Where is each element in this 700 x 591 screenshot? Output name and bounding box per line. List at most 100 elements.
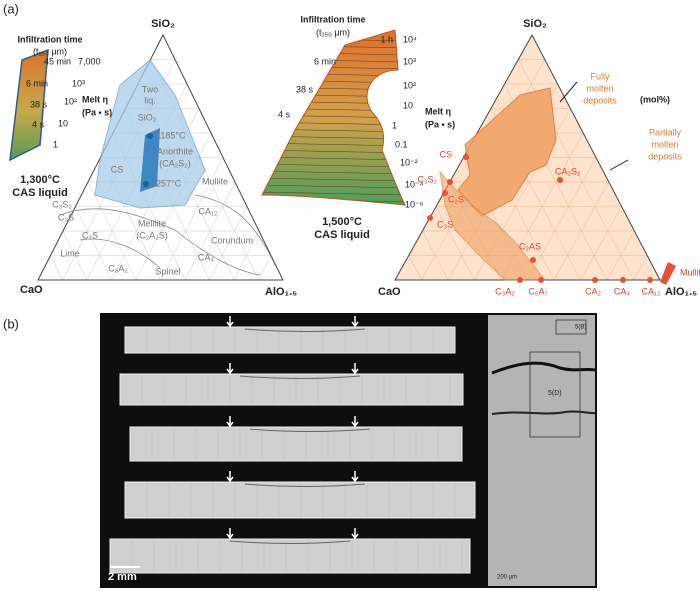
phase-label: Spinel xyxy=(155,266,180,276)
viscosity-label: 10⁻² xyxy=(400,157,418,167)
ternary-grid-line xyxy=(580,206,622,281)
phase-point xyxy=(442,190,448,196)
phase-label: C₂AS xyxy=(519,241,541,251)
arrow xyxy=(351,471,359,483)
annotation: Fully xyxy=(590,71,610,81)
eutectic-point xyxy=(147,133,153,139)
ternary-grid-line xyxy=(422,230,449,281)
phase-label: Anorthite xyxy=(157,146,193,156)
ternary-grid-line xyxy=(258,255,272,281)
inset-title: Infiltration time xyxy=(18,34,83,44)
scale-label: 2 mm xyxy=(108,571,137,583)
liquid-label: CAS liquid xyxy=(314,229,370,241)
damage xyxy=(239,375,361,379)
viscosity-label: 10³ xyxy=(72,78,85,88)
viscosity-unit: (Pa • s) xyxy=(82,107,112,117)
phase-label: (C₂A₂S) xyxy=(136,230,168,240)
viscosity-wedge xyxy=(9,48,49,162)
damage xyxy=(249,428,371,432)
arrow xyxy=(351,528,359,540)
phase-points xyxy=(427,154,653,283)
corner-label: AlO₁.₅ xyxy=(265,286,297,298)
micrograph-label: 5(D) xyxy=(548,390,562,397)
hatch-line xyxy=(262,191,405,196)
specimen xyxy=(124,481,476,519)
crack xyxy=(491,410,596,415)
phase-label: C₃S₂ xyxy=(52,199,72,209)
phase-label: C₃S₂ xyxy=(417,174,437,184)
arrow xyxy=(351,416,359,428)
hatch-line xyxy=(262,177,405,182)
temperature: 1,300°C xyxy=(20,174,60,186)
phase-point xyxy=(427,215,433,221)
viscosity-label: 10² xyxy=(403,80,416,90)
annotation: deposits xyxy=(583,95,617,105)
phase-point xyxy=(463,154,469,160)
arrow xyxy=(351,316,359,328)
viscosity-label: 10 xyxy=(403,100,413,110)
time-label: 45 min xyxy=(44,56,71,66)
viscosity-unit: (Pa • s) xyxy=(425,119,455,129)
phase-label: 1185°C xyxy=(156,130,186,140)
phase-label: Corundum xyxy=(211,235,253,245)
micrograph-label: 200 μm xyxy=(497,575,517,581)
specimens xyxy=(109,316,476,574)
phase-label: Mullite xyxy=(202,176,228,186)
ternary-grid-line xyxy=(435,206,475,281)
specimen xyxy=(129,426,463,462)
viscosity-label: 10⁻⁴ xyxy=(405,179,424,189)
time-label: 4 s xyxy=(278,109,291,119)
phase-label: CA₄ xyxy=(614,286,631,296)
partially-molten-region xyxy=(439,170,547,281)
annotation: Partially xyxy=(649,127,682,137)
viscosity-title: Melt η xyxy=(82,94,108,104)
viscosity-label: 1 xyxy=(392,120,397,130)
phase-label: CA₁₂ xyxy=(641,286,661,296)
time-label: 6 min xyxy=(314,56,336,66)
hatch-line xyxy=(262,184,405,189)
cross-section-image xyxy=(488,315,595,586)
viscosity-label: 10² xyxy=(64,96,77,106)
phase-point xyxy=(647,277,653,283)
arrow xyxy=(226,416,234,428)
damage xyxy=(244,483,366,487)
ternary-grid-line xyxy=(527,157,597,281)
crack xyxy=(491,361,596,375)
viscosity-label: 10³ xyxy=(403,56,416,66)
apex-label: SiO₂ xyxy=(151,18,175,30)
phase-label: C₃A₂ xyxy=(108,263,128,273)
viscosity-label: 10 xyxy=(58,118,68,128)
mullite-mark xyxy=(660,262,676,285)
phase-point xyxy=(447,179,453,185)
time-label: 38 s xyxy=(30,99,48,109)
unit-label: (mol%) xyxy=(640,94,670,104)
phase-label: CA₂ xyxy=(585,286,602,296)
time-label: 4 s xyxy=(32,119,45,129)
time-label: 1 h xyxy=(380,34,393,44)
arrow xyxy=(226,363,234,375)
arrow xyxy=(226,316,234,328)
inset-subtitle: (t₁₅₀ μm) xyxy=(33,46,67,56)
phase-label: Two xyxy=(142,84,159,94)
eutectic-point xyxy=(143,181,149,187)
phase-label: C₃S xyxy=(58,212,74,222)
phase-label: CS xyxy=(111,164,124,174)
inset-subtitle: (t₁₅₀ μm) xyxy=(316,27,350,37)
phase-label: C₃A₂ xyxy=(495,286,515,296)
hatch-line xyxy=(262,163,405,168)
ternary-grid-line xyxy=(408,255,422,281)
temperature: 1,500°C xyxy=(322,216,362,228)
phase-label: Melilite xyxy=(138,218,166,228)
phase-label: (CA₂S₂) xyxy=(159,158,191,168)
phase-point xyxy=(557,177,563,183)
phase-label: SiO₂ xyxy=(138,112,157,122)
phase-point xyxy=(538,277,544,283)
phase-label: CA₄ xyxy=(198,252,215,262)
phase-point xyxy=(530,257,536,263)
inset-title: Infiltration time xyxy=(301,14,366,24)
ternary-grid-line xyxy=(160,157,224,281)
panel-label: (b) xyxy=(3,316,19,331)
corner-label: CaO xyxy=(378,286,401,298)
damage xyxy=(244,328,366,332)
